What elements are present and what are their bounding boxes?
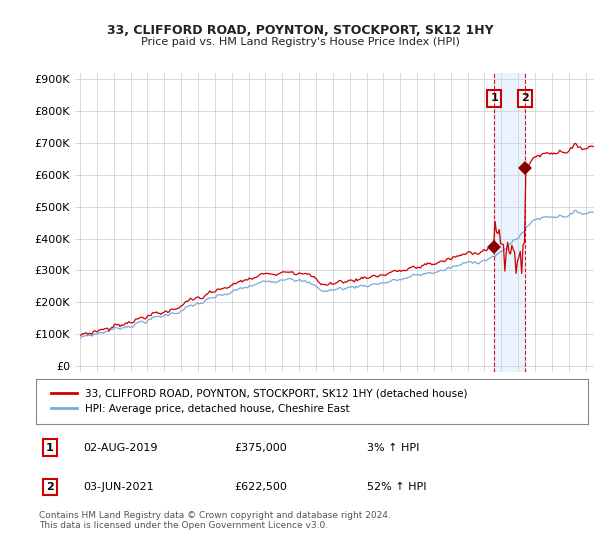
Legend: 33, CLIFFORD ROAD, POYNTON, STOCKPORT, SK12 1HY (detached house), HPI: Average p: 33, CLIFFORD ROAD, POYNTON, STOCKPORT, S… bbox=[47, 385, 472, 418]
Text: 33, CLIFFORD ROAD, POYNTON, STOCKPORT, SK12 1HY: 33, CLIFFORD ROAD, POYNTON, STOCKPORT, S… bbox=[107, 24, 493, 36]
Text: Price paid vs. HM Land Registry's House Price Index (HPI): Price paid vs. HM Land Registry's House … bbox=[140, 37, 460, 47]
Text: Contains HM Land Registry data © Crown copyright and database right 2024.
This d: Contains HM Land Registry data © Crown c… bbox=[39, 511, 391, 530]
Text: 2: 2 bbox=[521, 94, 529, 103]
Text: 1: 1 bbox=[490, 94, 498, 103]
Text: 3% ↑ HPI: 3% ↑ HPI bbox=[367, 443, 419, 453]
Text: 03-JUN-2021: 03-JUN-2021 bbox=[83, 482, 154, 492]
Text: 1: 1 bbox=[46, 443, 53, 453]
Text: 2: 2 bbox=[46, 482, 53, 492]
Text: 02-AUG-2019: 02-AUG-2019 bbox=[83, 443, 157, 453]
Text: 52% ↑ HPI: 52% ↑ HPI bbox=[367, 482, 427, 492]
Bar bbox=[494, 73, 525, 372]
Text: £622,500: £622,500 bbox=[235, 482, 287, 492]
Text: £375,000: £375,000 bbox=[235, 443, 287, 453]
